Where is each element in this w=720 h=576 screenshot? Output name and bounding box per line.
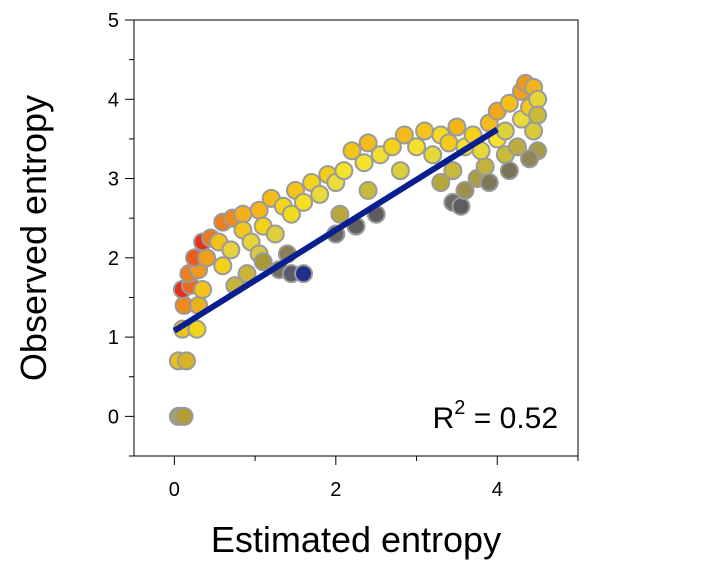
data-point [294,192,314,212]
y-tick-label: 0 [108,406,119,428]
regression-line [172,126,499,334]
data-point [394,125,414,145]
data-point [499,93,519,113]
y-ticks: 0 1 2 3 4 5 [108,10,134,457]
data-point [310,184,330,204]
data-point [174,406,194,426]
r-squared-annotation: R2 = 0.52 [433,397,558,435]
data-point [528,89,548,109]
data-point [507,137,527,157]
y-tick-label: 3 [108,169,119,191]
y-tick-label: 2 [108,248,119,270]
data-point [390,161,410,181]
y-axis: 0 1 2 3 4 5 [108,10,135,457]
data-points [168,73,548,426]
data-point [213,256,233,276]
data-point [407,137,427,157]
data-point [495,121,515,141]
data-point [451,196,471,216]
y-tick-label: 4 [108,89,119,111]
data-point [431,173,451,193]
data-point [358,133,378,153]
data-point [330,204,350,224]
x-tick-label: 0 [169,479,180,501]
data-point [354,153,374,173]
data-point [265,224,285,244]
x-ticks: 0 2 4 [169,456,579,501]
data-point [334,161,354,181]
data-point [342,141,362,161]
data-point [294,264,314,284]
data-point [499,161,519,181]
data-point [520,149,540,169]
data-point [423,145,443,165]
data-point [455,180,475,200]
data-point [221,240,241,260]
data-point [528,105,548,125]
data-point [382,137,402,157]
data-point [415,121,435,141]
data-point [475,157,495,177]
data-point [253,252,273,272]
x-axis-title: Estimated entropy [211,519,501,560]
data-point [447,117,467,137]
data-point [443,161,463,181]
y-axis-title: Observed entropy [13,95,54,381]
data-point [439,133,459,153]
data-point [176,351,196,371]
data-point [358,180,378,200]
y-tick-label: 5 [108,10,119,32]
data-point [197,248,217,268]
data-point [479,173,499,193]
r-squared-superscript: 2 [454,397,465,419]
data-point [281,204,301,224]
r-squared-value: = 0.52 [465,402,558,435]
data-point [524,121,544,141]
x-tick-label: 4 [492,479,503,501]
y-tick-label: 1 [108,327,119,349]
data-point [193,280,213,300]
data-point [233,204,253,224]
x-axis: 0 2 4 [134,455,579,501]
x-tick-label: 2 [330,479,341,501]
r-squared-prefix: R [433,402,455,435]
data-point [187,319,207,339]
